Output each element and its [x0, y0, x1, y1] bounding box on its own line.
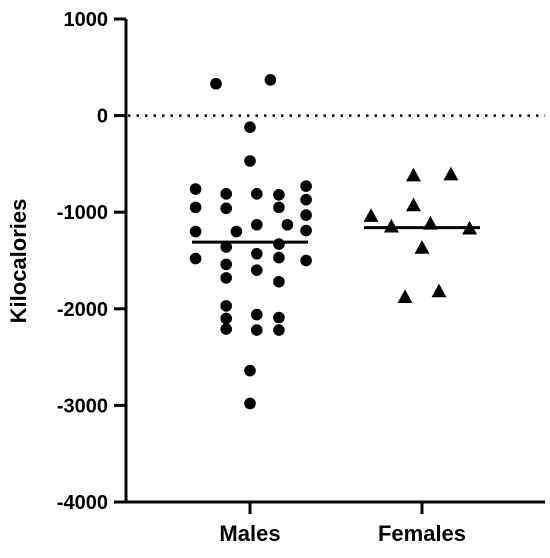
female-data-point [406, 167, 421, 182]
female-data-point [431, 283, 447, 298]
y-tick-label: 0 [97, 106, 108, 128]
male-data-point [244, 397, 256, 410]
male-data-point [250, 264, 263, 276]
female-data-point [406, 197, 421, 212]
x-tick-label: Males [219, 521, 280, 546]
male-data-point [273, 251, 285, 264]
male-data-point [220, 241, 232, 253]
male-data-point [230, 225, 243, 238]
labels: Kilocalories [6, 199, 31, 324]
y-tick-label: -3000 [57, 395, 108, 417]
male-data-point [273, 324, 285, 336]
male-data-point [189, 252, 202, 265]
male-data-point [273, 311, 285, 324]
male-data-point [220, 272, 232, 284]
male-data-point [300, 224, 312, 237]
male-data-point [189, 225, 202, 238]
male-data-point [300, 209, 312, 221]
male-data-point [250, 308, 263, 321]
female-data-point [443, 166, 459, 181]
male-data-point [281, 218, 294, 231]
x-tick-label: Females [378, 521, 466, 546]
male-data-point [220, 300, 232, 312]
male-data-point [244, 364, 256, 377]
y-tick-label: -1000 [57, 202, 108, 224]
male-data-point [273, 189, 285, 201]
median-lines [192, 226, 480, 244]
male-data-point [273, 275, 285, 288]
female-data-point [363, 208, 379, 222]
male-data-point [220, 202, 232, 215]
male-data-point [273, 201, 285, 214]
male-data-point [220, 258, 232, 271]
female-data-point [383, 218, 399, 233]
male-data-point [189, 183, 202, 195]
female-data-point [397, 289, 413, 304]
male-data-point [264, 74, 277, 86]
female-data-point [414, 240, 430, 254]
male-data-point [189, 201, 202, 214]
data-points [189, 74, 478, 410]
male-data-point [300, 193, 312, 206]
male-data-point [220, 323, 232, 335]
axes: 1000 0 -1000 -2000 -3000 -4000 Males Females [57, 9, 545, 546]
male-data-point [244, 155, 256, 167]
male-data-point [250, 247, 263, 260]
male-data-point [273, 238, 285, 250]
male-data-point [300, 180, 312, 192]
male-data-point [244, 121, 256, 133]
male-data-point [300, 254, 312, 267]
y-axis-title: Kilocalories [6, 199, 31, 324]
y-tick-label: -4000 [57, 492, 108, 514]
male-data-point [210, 77, 222, 90]
male-data-point [250, 218, 263, 231]
y-tick-label: -2000 [57, 299, 108, 321]
male-data-point [220, 188, 232, 200]
male-data-point [220, 312, 232, 325]
y-tick-label: 1000 [64, 9, 109, 31]
male-data-point [250, 188, 263, 200]
male-data-point [250, 324, 263, 336]
